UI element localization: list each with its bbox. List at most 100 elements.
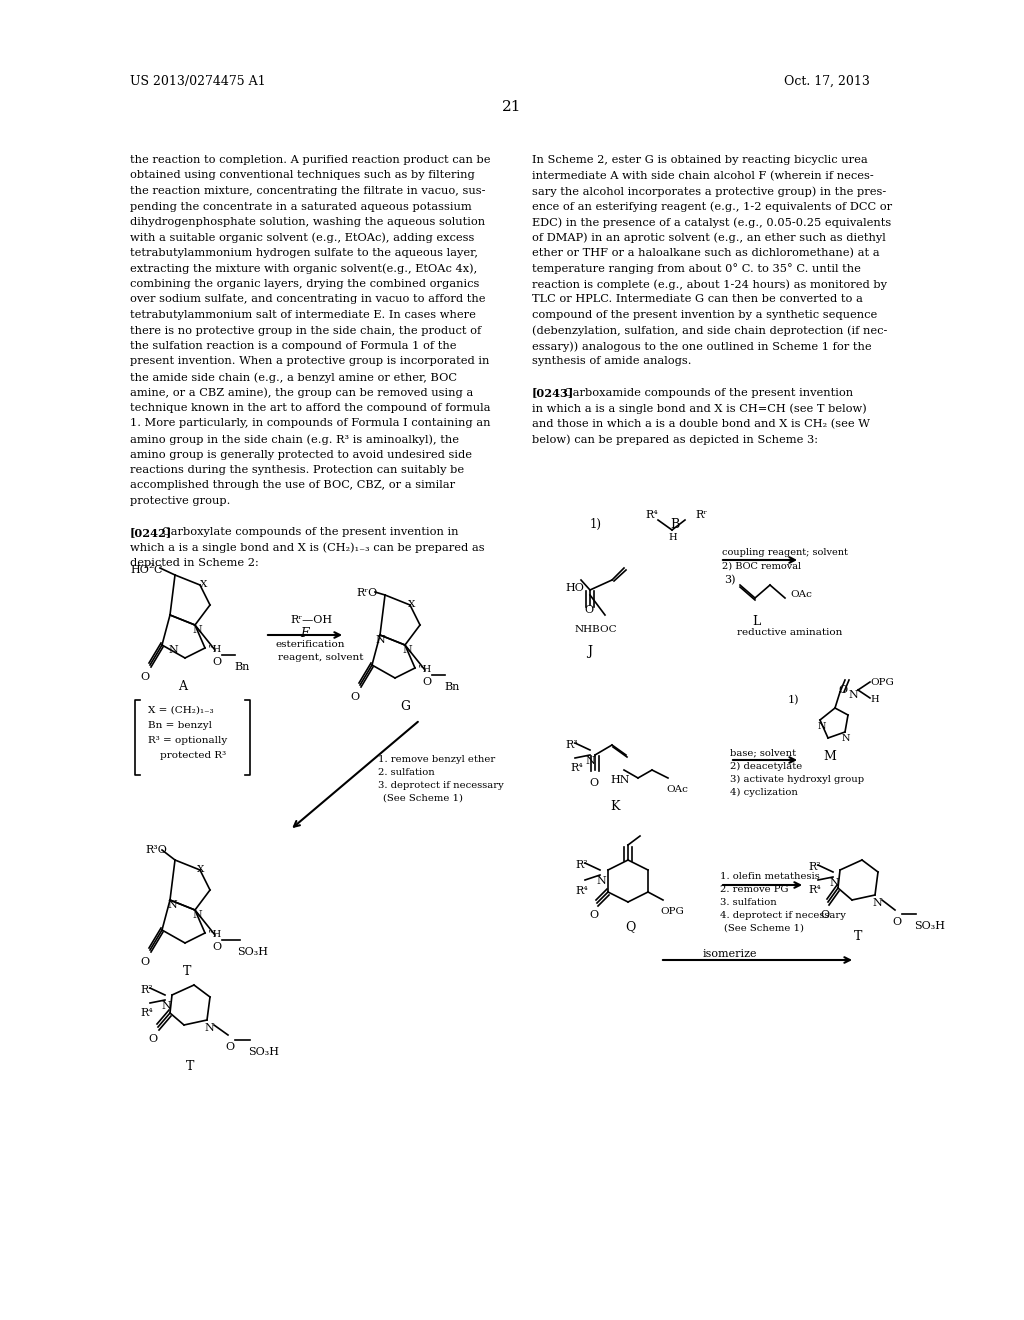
Text: G: G bbox=[400, 700, 410, 713]
Text: R²: R² bbox=[140, 985, 153, 995]
Text: the sulfation reaction is a compound of Formula 1 of the: the sulfation reaction is a compound of … bbox=[130, 341, 457, 351]
Text: essary)) analogous to the one outlined in Scheme 1 for the: essary)) analogous to the one outlined i… bbox=[532, 341, 871, 351]
Text: 4. deprotect if necessary: 4. deprotect if necessary bbox=[720, 911, 846, 920]
Text: intermediate A with side chain alcohol F (wherein if neces-: intermediate A with side chain alcohol F… bbox=[532, 170, 873, 181]
Text: N: N bbox=[872, 898, 882, 908]
Text: obtained using conventional techniques such as by filtering: obtained using conventional techniques s… bbox=[130, 170, 475, 181]
Text: N: N bbox=[193, 909, 202, 920]
Text: 1): 1) bbox=[590, 517, 602, 531]
Text: O: O bbox=[140, 957, 150, 968]
Text: depicted in Scheme 2:: depicted in Scheme 2: bbox=[130, 558, 259, 568]
Text: over sodium sulfate, and concentrating in vacuo to afford the: over sodium sulfate, and concentrating i… bbox=[130, 294, 485, 305]
Text: EDC) in the presence of a catalyst (e.g., 0.05-0.25 equivalents: EDC) in the presence of a catalyst (e.g.… bbox=[532, 216, 891, 227]
Text: X = (CH₂)₁₋₃: X = (CH₂)₁₋₃ bbox=[148, 706, 214, 715]
Text: N: N bbox=[375, 635, 385, 645]
Text: R⁴: R⁴ bbox=[140, 1008, 153, 1018]
Text: tetrabutylammonium hydrogen sulfate to the aqueous layer,: tetrabutylammonium hydrogen sulfate to t… bbox=[130, 248, 478, 257]
Text: 2) deacetylate: 2) deacetylate bbox=[730, 762, 802, 771]
Text: 1. remove benzyl ether: 1. remove benzyl ether bbox=[378, 755, 496, 764]
Text: F: F bbox=[300, 627, 308, 640]
Text: reactions during the synthesis. Protection can suitably be: reactions during the synthesis. Protecti… bbox=[130, 465, 464, 475]
Text: (See Scheme 1): (See Scheme 1) bbox=[383, 795, 463, 803]
Text: HO: HO bbox=[565, 583, 584, 593]
Text: and those in which a is a double bond and X is CH₂ (see W: and those in which a is a double bond an… bbox=[532, 418, 870, 429]
Text: amino group is generally protected to avoid undesired side: amino group is generally protected to av… bbox=[130, 450, 472, 459]
Text: Bn: Bn bbox=[444, 682, 460, 692]
Text: 3. sulfation: 3. sulfation bbox=[720, 898, 777, 907]
Text: with a suitable organic solvent (e.g., EtOAc), adding excess: with a suitable organic solvent (e.g., E… bbox=[130, 232, 474, 243]
Text: of DMAP) in an aprotic solvent (e.g., an ether such as diethyl: of DMAP) in an aprotic solvent (e.g., an… bbox=[532, 232, 886, 243]
Text: N: N bbox=[168, 645, 178, 655]
Text: L: L bbox=[752, 615, 760, 628]
Text: N: N bbox=[596, 876, 606, 886]
Text: "H: "H bbox=[208, 645, 221, 653]
Text: "H: "H bbox=[208, 931, 221, 939]
Text: sary the alcohol incorporates a protective group) in the pres-: sary the alcohol incorporates a protecti… bbox=[532, 186, 886, 197]
Text: dihydrogenphosphate solution, washing the aqueous solution: dihydrogenphosphate solution, washing th… bbox=[130, 216, 485, 227]
Text: 1): 1) bbox=[788, 696, 800, 705]
Text: N: N bbox=[818, 722, 826, 731]
Text: temperature ranging from about 0° C. to 35° C. until the: temperature ranging from about 0° C. to … bbox=[532, 264, 861, 275]
Text: US 2013/0274475 A1: US 2013/0274475 A1 bbox=[130, 75, 265, 88]
Text: the reaction mixture, concentrating the filtrate in vacuo, sus-: the reaction mixture, concentrating the … bbox=[130, 186, 485, 195]
Text: O: O bbox=[838, 685, 847, 696]
Text: 2. sulfation: 2. sulfation bbox=[378, 768, 435, 777]
Text: reaction is complete (e.g., about 1-24 hours) as monitored by: reaction is complete (e.g., about 1-24 h… bbox=[532, 279, 887, 289]
Text: compound of the present invention by a synthetic sequence: compound of the present invention by a s… bbox=[532, 310, 878, 319]
Text: N: N bbox=[585, 756, 595, 766]
Text: the reaction to completion. A purified reaction product can be: the reaction to completion. A purified r… bbox=[130, 154, 490, 165]
Text: T: T bbox=[854, 931, 862, 942]
Text: O: O bbox=[589, 777, 598, 788]
Text: B: B bbox=[670, 517, 679, 531]
Text: RʳO: RʳO bbox=[356, 587, 377, 598]
Text: 1. olefin metathesis: 1. olefin metathesis bbox=[720, 873, 820, 880]
Text: Carboxamide compounds of the present invention: Carboxamide compounds of the present inv… bbox=[564, 388, 853, 397]
Text: tetrabutylammonium salt of intermediate E. In cases where: tetrabutylammonium salt of intermediate … bbox=[130, 310, 476, 319]
Text: base; solvent: base; solvent bbox=[730, 748, 796, 756]
Text: 2. remove PG: 2. remove PG bbox=[720, 884, 788, 894]
Text: 3) activate hydroxyl group: 3) activate hydroxyl group bbox=[730, 775, 864, 784]
Text: OPG: OPG bbox=[660, 907, 684, 916]
Text: amine, or a CBZ amine), the group can be removed using a: amine, or a CBZ amine), the group can be… bbox=[130, 388, 473, 399]
Text: X: X bbox=[200, 579, 208, 589]
Text: pending the concentrate in a saturated aqueous potassium: pending the concentrate in a saturated a… bbox=[130, 202, 472, 211]
Text: technique known in the art to afford the compound of formula: technique known in the art to afford the… bbox=[130, 403, 490, 413]
Text: O: O bbox=[422, 677, 431, 686]
Text: N: N bbox=[829, 878, 839, 888]
Text: T: T bbox=[183, 965, 191, 978]
Text: combining the organic layers, drying the combined organics: combining the organic layers, drying the… bbox=[130, 279, 479, 289]
Text: below) can be prepared as depicted in Scheme 3:: below) can be prepared as depicted in Sc… bbox=[532, 434, 818, 445]
Text: HN: HN bbox=[610, 775, 630, 785]
Text: 2: 2 bbox=[148, 562, 154, 570]
Text: Rʳ—OH: Rʳ—OH bbox=[290, 615, 332, 624]
Text: A: A bbox=[178, 680, 187, 693]
Text: J: J bbox=[588, 645, 593, 657]
Text: R³: R³ bbox=[565, 741, 578, 750]
Text: Q: Q bbox=[625, 920, 635, 933]
Text: OAc: OAc bbox=[666, 785, 688, 795]
Text: Bn: Bn bbox=[234, 663, 250, 672]
Text: N: N bbox=[848, 690, 858, 700]
Text: [0242]: [0242] bbox=[130, 527, 172, 539]
Text: protective group.: protective group. bbox=[130, 496, 230, 506]
Text: reductive amination: reductive amination bbox=[737, 628, 843, 638]
Text: O: O bbox=[212, 942, 221, 952]
Text: 21: 21 bbox=[502, 100, 522, 114]
Text: O: O bbox=[225, 1041, 234, 1052]
Text: OAc: OAc bbox=[790, 590, 812, 599]
Text: coupling reagent; solvent: coupling reagent; solvent bbox=[722, 548, 848, 557]
Text: C: C bbox=[153, 565, 162, 576]
Text: R³O: R³O bbox=[145, 845, 167, 855]
Text: X: X bbox=[408, 601, 416, 609]
Text: N: N bbox=[167, 900, 177, 909]
Text: SO₃H: SO₃H bbox=[248, 1047, 279, 1057]
Text: H: H bbox=[668, 533, 677, 543]
Text: synthesis of amide analogs.: synthesis of amide analogs. bbox=[532, 356, 691, 367]
Text: 3): 3) bbox=[724, 576, 735, 585]
Text: 1. More particularly, in compounds of Formula I containing an: 1. More particularly, in compounds of Fo… bbox=[130, 418, 490, 429]
Text: protected R³: protected R³ bbox=[160, 751, 226, 760]
Text: esterification: esterification bbox=[275, 640, 344, 649]
Text: M: M bbox=[823, 750, 837, 763]
Text: N: N bbox=[402, 645, 412, 655]
Text: N: N bbox=[842, 734, 851, 743]
